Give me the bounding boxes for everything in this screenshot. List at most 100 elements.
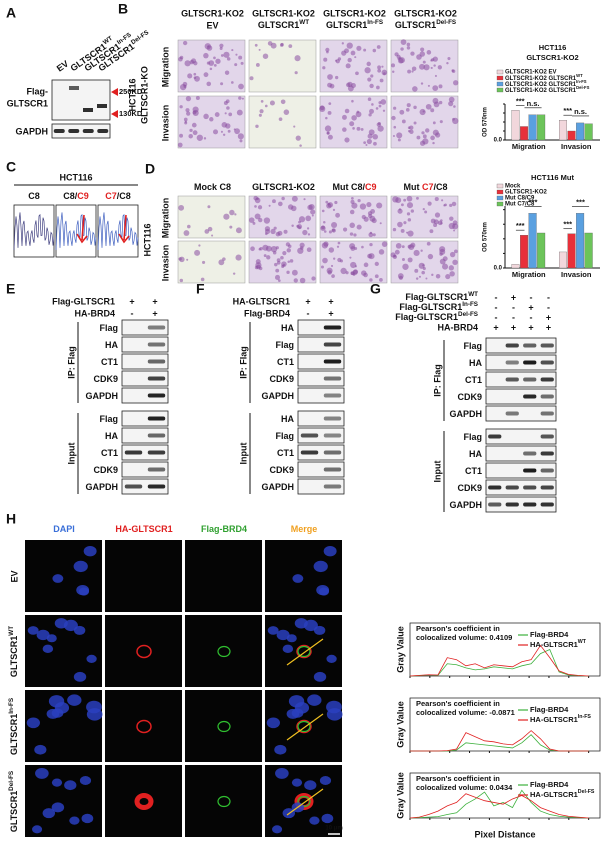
stained-cell	[367, 133, 373, 139]
stained-cell	[367, 97, 372, 101]
condition-sign: -	[307, 308, 310, 318]
text-part: GLTSCR1	[9, 714, 19, 755]
stained-cell	[178, 257, 182, 261]
bar	[576, 122, 585, 141]
stained-cell	[431, 273, 434, 277]
blot-label: CDK9	[457, 392, 482, 402]
legend-swatch	[496, 87, 504, 93]
chart-title: HCT116 Mut	[531, 173, 574, 182]
stained-cell	[425, 277, 428, 280]
stained-cell	[427, 201, 432, 206]
stained-cell	[286, 270, 290, 274]
text-part: C9	[77, 191, 89, 201]
condition-sign: +	[493, 322, 498, 332]
stained-cell	[280, 255, 284, 260]
stained-cell	[262, 53, 269, 59]
stained-cell	[437, 65, 442, 70]
stained-cell	[322, 257, 328, 264]
stained-cell	[400, 228, 405, 233]
text-part: GLTSCR1-KO2 GLTSCR1	[505, 82, 577, 88]
blot-band	[300, 450, 319, 455]
superscript: Del-FS	[578, 789, 595, 795]
stained-cell	[352, 127, 355, 130]
blot-strip	[121, 370, 169, 387]
stained-cell	[263, 254, 267, 258]
stained-cell	[272, 199, 276, 204]
blot-band	[488, 434, 502, 439]
stained-cell	[434, 74, 437, 77]
blot-label: CT1	[277, 448, 294, 458]
stained-cell	[192, 130, 198, 136]
text-part: /C8	[117, 191, 131, 201]
text-part: C7	[105, 191, 117, 201]
stained-cell	[366, 61, 371, 67]
stained-cell	[307, 204, 313, 211]
stained-cell	[220, 82, 224, 86]
stained-cell	[259, 109, 264, 114]
stained-cell	[369, 231, 373, 235]
stained-cell	[325, 116, 328, 120]
text-part: Mock C8	[194, 182, 231, 192]
annotation: Pearson's coefficient in	[416, 699, 500, 708]
nucleus	[51, 802, 65, 813]
stained-cell	[194, 75, 200, 82]
transwell-image	[390, 195, 459, 239]
blot-label: HA	[281, 414, 294, 424]
stained-cell	[281, 196, 285, 201]
bar	[559, 120, 567, 141]
blot-band	[323, 416, 342, 421]
nucleus	[86, 654, 97, 663]
stained-cell	[414, 268, 419, 273]
stained-cell	[226, 106, 230, 110]
stained-cell	[179, 133, 183, 138]
stained-cell	[453, 80, 459, 86]
blot-strip	[485, 371, 557, 388]
stained-cell	[383, 72, 386, 75]
condition-sign: -	[530, 292, 533, 302]
stained-cell	[255, 124, 259, 129]
stained-cell	[327, 270, 332, 275]
stained-cell	[355, 71, 359, 76]
bar	[511, 264, 520, 269]
stained-cell	[325, 200, 329, 204]
column-header: Mut C8/C9	[332, 182, 376, 192]
blot-band	[523, 502, 537, 507]
stained-cell	[419, 108, 426, 116]
stained-cell	[359, 203, 367, 210]
stained-cell	[320, 225, 326, 231]
stained-cell	[283, 109, 290, 115]
stained-cell	[422, 134, 427, 139]
blot-strip	[121, 461, 169, 478]
stained-cell	[297, 247, 304, 254]
nucleus	[323, 545, 337, 557]
nucleus	[307, 694, 322, 706]
stained-cell	[333, 257, 336, 260]
significance-label: ***	[516, 221, 525, 230]
stained-cell	[331, 228, 336, 233]
nucleus	[69, 816, 80, 825]
blot-band	[323, 376, 342, 381]
stained-cell	[425, 128, 430, 133]
significance-label: ***	[563, 220, 572, 229]
stained-cell	[361, 270, 367, 276]
stained-cell	[178, 56, 183, 62]
micrograph	[185, 690, 262, 762]
superscript: Del-FS	[576, 85, 589, 90]
column-header: Mock C8	[194, 182, 231, 192]
panel-letter: B	[118, 1, 128, 17]
stained-cell	[184, 60, 191, 67]
y-axis-label: OD 570nm	[483, 222, 489, 252]
stained-cell	[184, 120, 187, 123]
profile-line	[409, 644, 589, 677]
blot-strip	[485, 462, 557, 479]
blot-strip	[485, 428, 557, 445]
stained-cell	[326, 50, 329, 54]
stained-cell	[276, 258, 281, 262]
stained-cell	[433, 219, 439, 225]
scale-label: 10 μm	[325, 826, 342, 832]
stained-cell	[365, 143, 368, 147]
stained-cell	[406, 231, 409, 234]
stained-cell	[255, 63, 260, 67]
stained-cell	[448, 265, 454, 271]
stained-cell	[327, 202, 334, 208]
